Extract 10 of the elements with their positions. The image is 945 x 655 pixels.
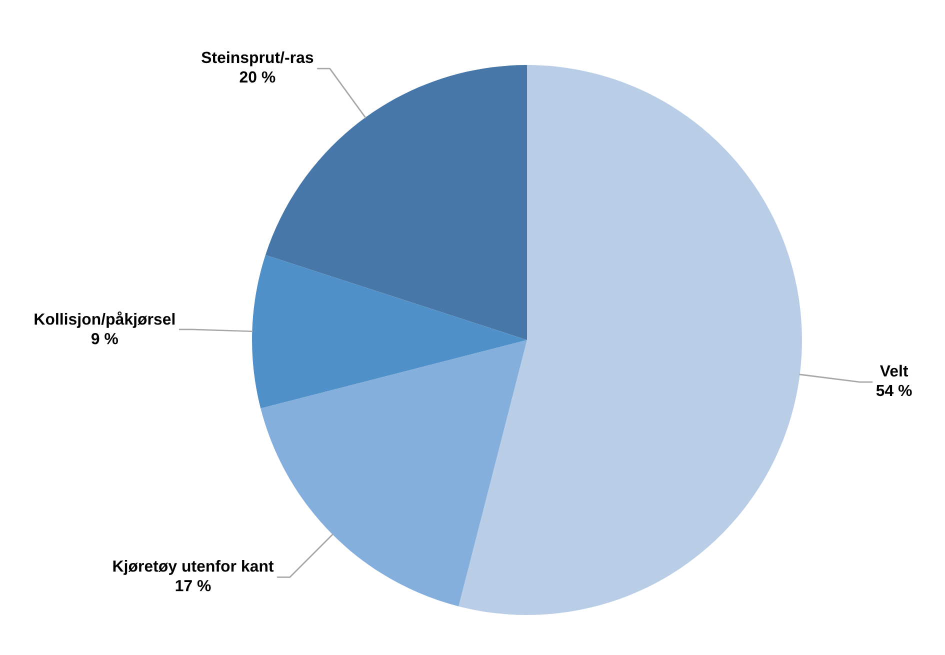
data-label: 9 %: [91, 332, 118, 344]
slice-label: Velt: [880, 364, 908, 377]
slice-label: Kollisjon/påkjørsel: [34, 311, 175, 328]
pie-slice: [458, 65, 802, 615]
data-label: 54 %: [876, 384, 912, 396]
slice-label: Kjøretøy utenfor kant: [113, 560, 274, 575]
data-label: 17 %: [176, 580, 211, 592]
pie-slice: [252, 255, 527, 408]
slice-label: Steinsprut/-ras: [202, 51, 314, 66]
data-label: 20 %: [240, 71, 276, 83]
